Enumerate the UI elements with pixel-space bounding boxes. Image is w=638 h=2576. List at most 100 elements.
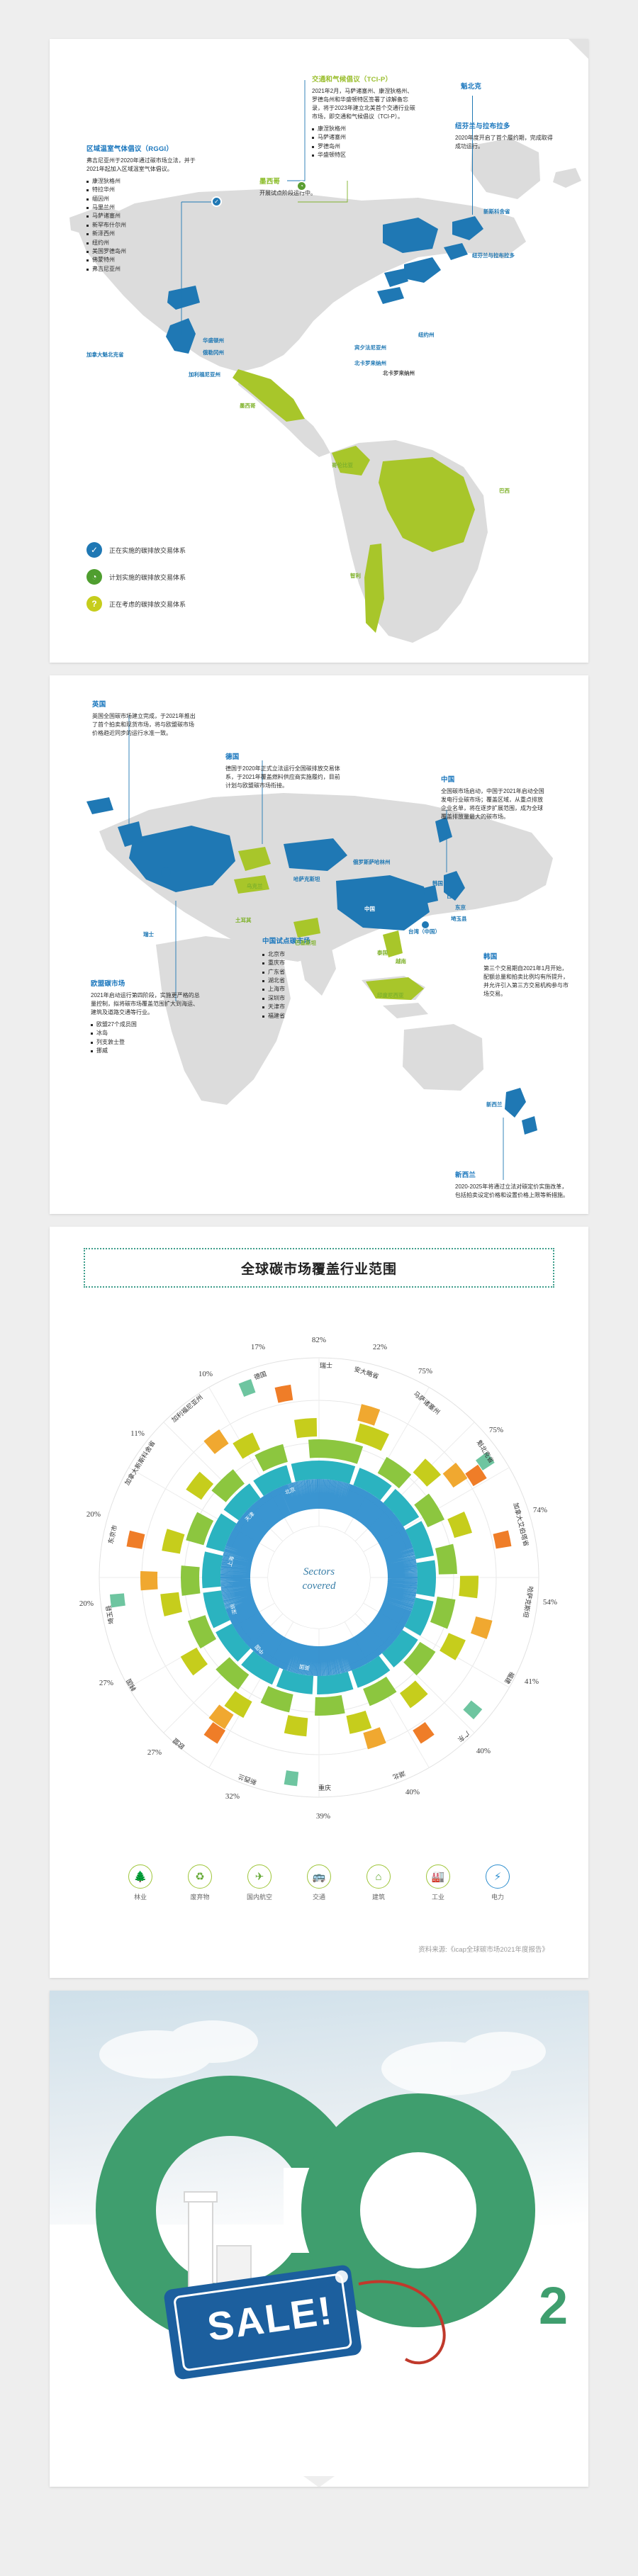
legend-label: 正在考虑的碳排放交易体系 xyxy=(109,600,186,608)
forestry-icon: 🌲 xyxy=(128,1864,152,1889)
bottom-notch xyxy=(303,2476,335,2487)
map-legend: ✓ 正在实施的碳排放交易体系 ◔ 计划实施的碳排放交易体系 ? 正在考虑的碳排放… xyxy=(86,542,186,623)
eurasia-map-svg xyxy=(86,715,553,1180)
svg-text:广东: 广东 xyxy=(457,1730,471,1744)
list-item: 新罕布什尔州 xyxy=(86,221,207,230)
map-tag: 巴基斯坦 xyxy=(295,940,316,946)
americas-map-svg xyxy=(69,80,581,643)
map-tag: 土耳其 xyxy=(235,917,252,923)
annotation-title: 区域温室气体倡议（RGGI） xyxy=(86,145,174,153)
radial-chart: Sectors covered 82% 75% 75% 74% 54% 41% … xyxy=(50,1294,588,1861)
list-item: 天津市 xyxy=(262,1003,347,1011)
annotation-body: 德国于2020年正式立法运行全国碳排放交易体系，于2021年覆盖燃料供应商实施履… xyxy=(225,765,340,789)
svg-text:32%: 32% xyxy=(225,1792,240,1801)
legend-label: 交通 xyxy=(312,1894,325,1901)
clock-icon: ◔ xyxy=(86,569,102,585)
svg-text:20%: 20% xyxy=(79,1599,94,1608)
annotation-body: 开展试点阶段运行中。 xyxy=(259,189,316,196)
waste-icon: ♻ xyxy=(188,1864,212,1889)
svg-text:39%: 39% xyxy=(316,1812,330,1821)
svg-text:74%: 74% xyxy=(533,1506,547,1514)
legend-item-building[interactable]: ⌂ 建筑 xyxy=(355,1864,402,1901)
panel-co2-sale: 2 SALE! xyxy=(50,1991,588,2487)
map-tag: 纽约州 xyxy=(418,332,435,338)
svg-text:2: 2 xyxy=(539,2276,568,2335)
map-tag: 墨西哥 xyxy=(240,403,256,409)
annotation-body: 全国碳市场启动，中国于2021年启动全国发电行业碳市场；覆盖区域，从重点排放企业… xyxy=(441,787,544,820)
list-item: 挪威 xyxy=(91,1047,203,1055)
legend-item-electricity[interactable]: ⚡ 电力 xyxy=(474,1864,521,1901)
annotation-title: 纽芬兰与拉布拉多 xyxy=(455,123,510,130)
map-tag: 东京 xyxy=(455,904,466,911)
annotation-china-pilots: 中国试点碳市场 北京市 重庆市 广东省 湖北省 上海市 深圳市 天津市 福建省 xyxy=(262,938,347,1020)
list-item: 广东省 xyxy=(262,968,347,977)
annotation-title: 中国试点碳市场 xyxy=(262,938,310,945)
svg-text:东京市: 东京市 xyxy=(106,1524,118,1545)
list-item: 马里兰州 xyxy=(86,203,207,212)
svg-text:新西兰: 新西兰 xyxy=(237,1773,257,1787)
list-item: 华盛顿特区 xyxy=(312,151,418,159)
annotation-title: 欧盟碳市场 xyxy=(91,980,125,988)
list-item: 上海市 xyxy=(262,985,347,994)
map-tag: 俄勒冈州 xyxy=(203,349,224,356)
panel-eurasia-map: 英国 英国全国碳市场建立完成，于2021年推出了首个拍卖和现货市场，将与欧盟碳市… xyxy=(50,675,588,1214)
legend-label: 国内航空 xyxy=(246,1894,272,1901)
pin-tcip[interactable]: ◔ xyxy=(296,181,307,191)
annotation-body: 2021年启动运行第四阶段，实施更严格的总量控制，拟将碳市场覆盖范围扩大到海运、… xyxy=(91,991,200,1016)
map-tag: 越南 xyxy=(396,958,406,964)
list-item: 康涅狄格州 xyxy=(86,177,207,186)
legend-item-industry[interactable]: 🏭 工业 xyxy=(415,1864,461,1901)
annotation-list: 欧盟27个成员国 冰岛 列支敦士登 挪威 xyxy=(91,1020,203,1056)
sector-legend: 🌲 林业 ♻ 废弃物 ✈ 国内航空 🚌 交通 ⌂ 建筑 🏭 工业 xyxy=(50,1864,588,1901)
annotation-body: 英国全国碳市场建立完成，于2021年推出了首个拍卖和现货市场，将与欧盟碳市场价格… xyxy=(92,712,196,736)
map-tag: 瑞士 xyxy=(143,931,154,938)
map-tag: 加拿大魁北克省 xyxy=(86,351,124,358)
list-item: 冰岛 xyxy=(91,1029,203,1037)
legend-label: 电力 xyxy=(491,1894,504,1901)
building-icon: ⌂ xyxy=(366,1864,391,1889)
svg-text:欧盟: 欧盟 xyxy=(171,1737,186,1751)
map-tag: 哈萨克斯坦 xyxy=(293,876,320,882)
annotation-quebec: 魁北克 xyxy=(461,83,546,94)
svg-text:27%: 27% xyxy=(147,1748,162,1757)
svg-text:深圳: 深圳 xyxy=(228,1603,238,1615)
annotation-body: 弗吉尼亚州于2020年通过碳市场立法，并于2021年起加入区域温室气体倡议。 xyxy=(86,157,196,172)
annotation-uk: 英国 英国全国碳市场建立完成，于2021年推出了首个拍卖和现货市场，将与欧盟碳市… xyxy=(92,701,198,738)
legend-label: 正在实施的碳排放交易体系 xyxy=(109,546,186,554)
legend-label: 计划实施的碳排放交易体系 xyxy=(109,573,186,581)
svg-text:10%: 10% xyxy=(198,1370,213,1378)
list-item: 罗德岛州 xyxy=(312,142,418,151)
aviation-icon: ✈ xyxy=(247,1864,272,1889)
list-item: 欧盟27个成员国 xyxy=(91,1020,203,1029)
svg-text:马萨诸塞州: 马萨诸塞州 xyxy=(412,1390,442,1416)
annotation-body: 2021年2月，马萨诸塞州、康涅狄格州、罗德岛州和华盛顿特区签署了谅解备忘录，将… xyxy=(312,87,415,120)
legend-item-transport[interactable]: 🚌 交通 xyxy=(296,1864,342,1901)
annotation-title: 中国 xyxy=(441,776,455,784)
svg-text:韩国: 韩国 xyxy=(125,1677,138,1692)
svg-text:covered: covered xyxy=(303,1580,336,1592)
annotation-title: 交通和气候倡议（TCI-P） xyxy=(312,76,393,84)
map-tag: 印度尼西亚 xyxy=(377,992,404,999)
annotation-body: 2020-2025年将通过立法对碳定价实施改革，包括拍卖设定价格和设置价格上限等… xyxy=(455,1183,569,1198)
svg-text:40%: 40% xyxy=(476,1747,491,1755)
list-item: 纽约州 xyxy=(86,239,207,247)
map-tag: 新斯科舍省 xyxy=(483,208,510,215)
svg-text:加利福尼亚州: 加利福尼亚州 xyxy=(170,1393,204,1424)
legend-label: 工业 xyxy=(431,1894,444,1901)
map-tag: 俄罗斯萨哈林州 xyxy=(353,859,391,865)
legend-item-aviation[interactable]: ✈ 国内航空 xyxy=(236,1864,283,1901)
svg-text:英国: 英国 xyxy=(298,1663,310,1672)
map-tag: 泰国 xyxy=(377,950,388,956)
list-item: 美国罗德岛州 xyxy=(86,247,207,256)
pin-rggi[interactable]: ✓ xyxy=(211,196,222,207)
svg-text:41%: 41% xyxy=(525,1677,539,1686)
annotation-newzealand: 新西兰 2020-2025年将通过立法对碳定价实施改革，包括拍卖设定价格和设置价… xyxy=(455,1171,569,1200)
annotation-eu: 欧盟碳市场 2021年启动运行第四阶段，实施更严格的总量控制，拟将碳市场覆盖范围… xyxy=(91,980,203,1055)
legend-item-waste[interactable]: ♻ 废弃物 xyxy=(177,1864,223,1901)
annotation-title: 英国 xyxy=(92,701,106,709)
map-tag: 纽芬兰与拉布拉多 xyxy=(472,252,515,259)
svg-text:40%: 40% xyxy=(405,1788,420,1796)
legend-item-forestry[interactable]: 🌲 林业 xyxy=(117,1864,164,1901)
annotation-germany: 德国 德国于2020年正式立法运行全国碳排放交易体系，于2021年覆盖燃料供应商… xyxy=(225,753,340,790)
source-note: 资料来源:《icap全球碳市场2021年度报告》 xyxy=(418,1946,549,1954)
